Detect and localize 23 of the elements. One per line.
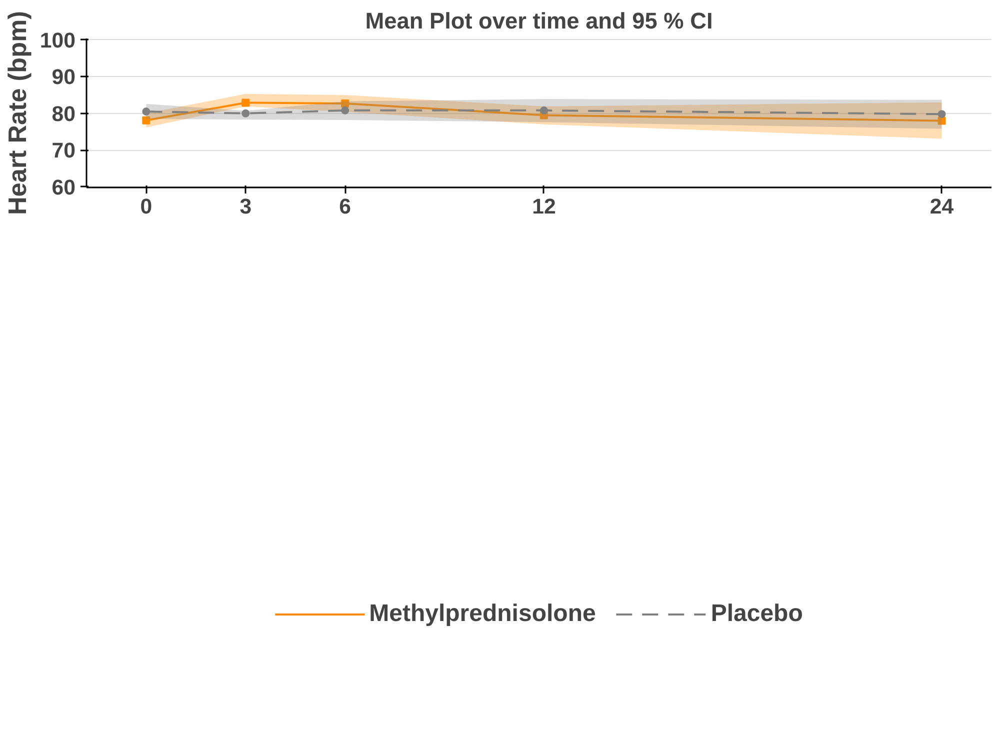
y-axis-title: Heart Rate (bpm) — [4, 10, 32, 216]
x-tick-label: 24 — [930, 194, 954, 218]
point — [540, 106, 548, 114]
point — [341, 99, 350, 108]
x-tick-label: 6 — [339, 194, 352, 218]
legend-label: Methylprednisolone — [369, 600, 596, 628]
point — [142, 116, 150, 124]
chart-title: Mean Plot over time and 95 % CI — [365, 8, 713, 34]
point — [938, 116, 946, 125]
point — [142, 108, 150, 116]
point — [938, 110, 946, 118]
x-tick-label: 12 — [532, 194, 556, 218]
y-tick-label: 100 — [40, 28, 76, 52]
x-tick-label: 3 — [240, 194, 252, 218]
y-tick-label: 70 — [52, 138, 76, 163]
point — [242, 109, 250, 118]
y-tick-label: 80 — [52, 102, 76, 126]
point — [341, 106, 350, 114]
point — [242, 98, 250, 107]
legend-label: Placebo — [710, 600, 803, 628]
x-tick-label: 0 — [140, 194, 152, 218]
y-tick-label: 90 — [52, 65, 76, 90]
y-tick-label: 60 — [52, 175, 76, 200]
